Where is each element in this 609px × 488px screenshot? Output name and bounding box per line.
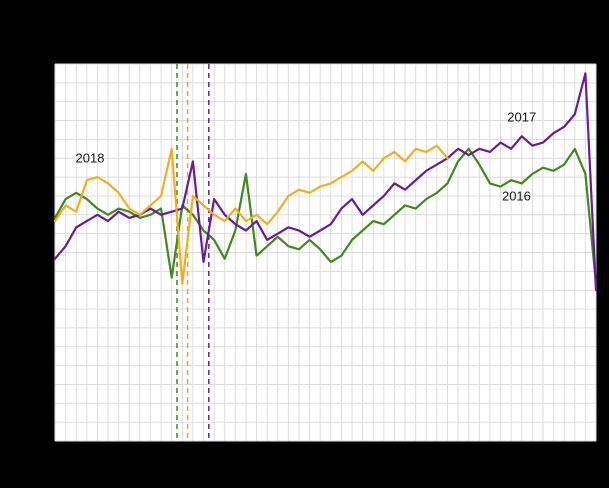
series-line-2016 (53, 147, 598, 286)
series-line-2018 (53, 144, 449, 286)
series-line-2017 (53, 72, 598, 292)
